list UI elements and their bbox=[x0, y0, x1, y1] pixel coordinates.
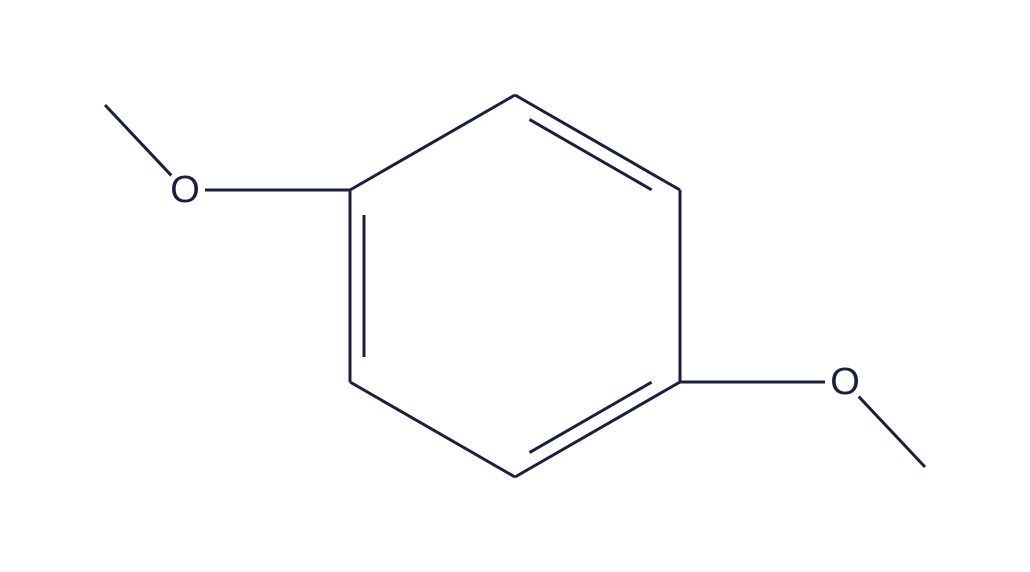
bond-line bbox=[350, 382, 515, 477]
bond-line-inner bbox=[529, 119, 651, 189]
bond-line bbox=[105, 105, 171, 175]
bond-line-inner bbox=[529, 382, 651, 452]
bond-line bbox=[515, 382, 680, 477]
bond-line bbox=[859, 397, 925, 467]
molecule-canvas: OO bbox=[0, 0, 1030, 572]
atom-label-o: O bbox=[830, 361, 860, 403]
bond-line bbox=[515, 95, 680, 190]
bond-line bbox=[350, 95, 515, 190]
atom-label-o: O bbox=[170, 169, 200, 211]
